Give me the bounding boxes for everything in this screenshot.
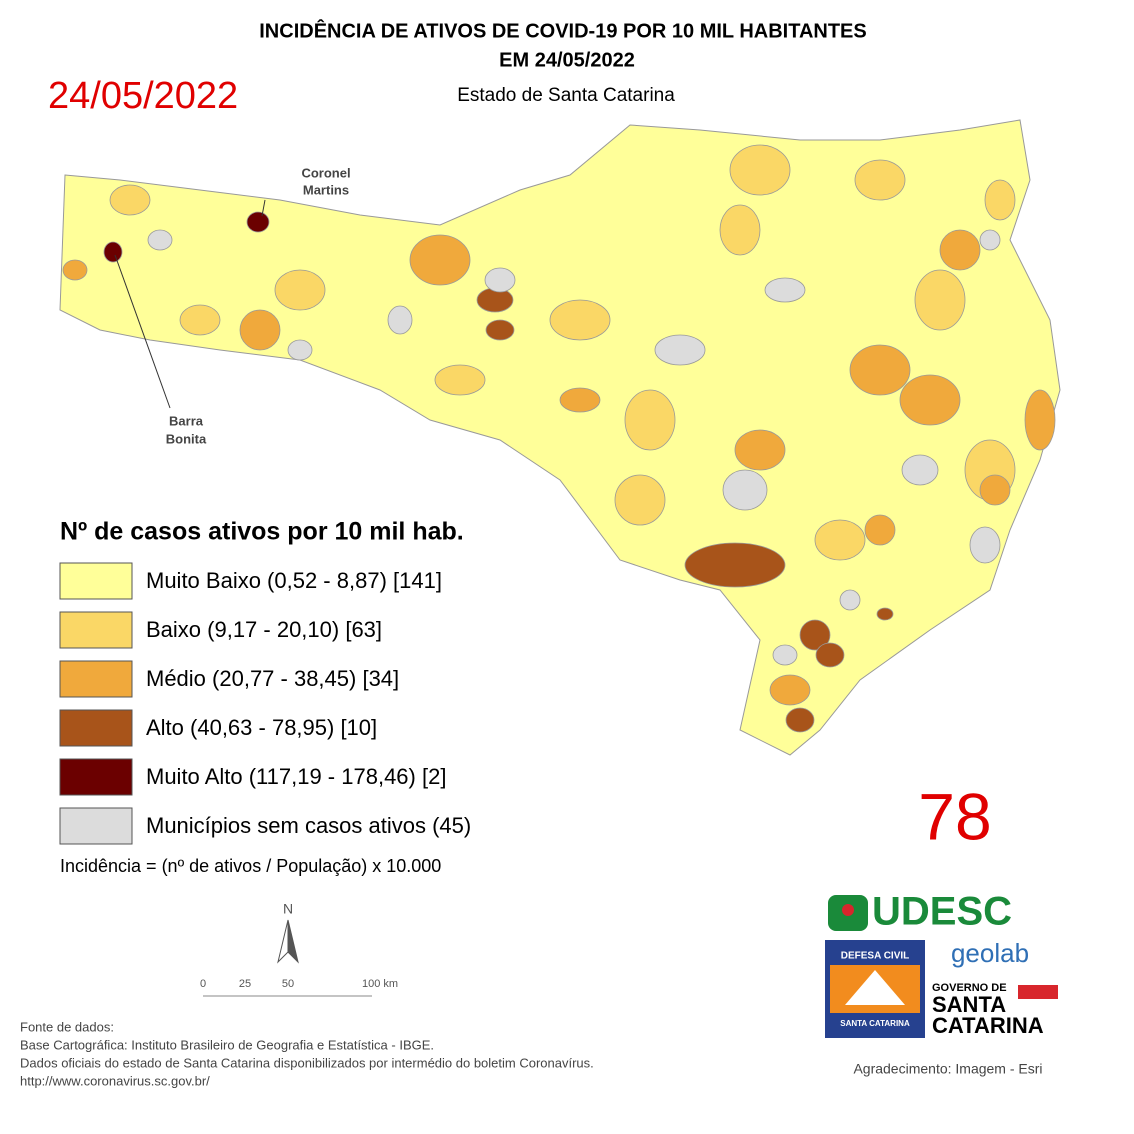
annotation: Coronel [301,165,350,180]
municipality [984,179,1016,221]
legend-title: Nº de casos ativos por 10 mil hab. [60,518,464,546]
legend-swatch [59,709,133,747]
scale-label: 25 [239,978,251,990]
municipality [549,299,611,341]
municipality [901,454,939,486]
municipality [239,309,281,351]
legend-label: Muito Alto (117,19 - 178,46) [2] [146,764,446,789]
legend-label: Muito Baixo (0,52 - 8,87) [141] [146,568,442,593]
municipality [684,542,786,588]
legend-swatch [59,562,133,600]
legend-label: Municípios sem casos ativos (45) [146,813,471,838]
flag-mark [1018,985,1058,999]
municipality [484,267,516,293]
legend-swatch [59,807,133,845]
municipality [815,642,845,668]
municipality [849,344,911,396]
municipality [409,234,471,286]
title-line: INCIDÊNCIA DE ATIVOS DE COVID-19 POR 10 … [259,18,866,42]
municipality [719,204,761,256]
source-line: Dados oficiais do estado de Santa Catari… [20,1055,594,1070]
north-label: N [283,901,293,917]
bulletin-number: 78 [918,779,991,853]
municipality [772,644,798,666]
municipality [899,374,961,426]
municipality [624,389,676,451]
municipality [979,474,1011,506]
scale-label: 100 km [362,978,398,990]
municipality [246,211,270,233]
logo-text: SANTA [932,992,1006,1017]
annotation: Barra [169,413,204,428]
logo-text: DEFESA CIVIL [841,951,910,962]
municipality [179,304,221,336]
defesa-civil-logo [845,970,905,1005]
municipality [485,319,515,341]
logo-text: GOVERNO DE [932,982,1007,994]
legend-label: Alto (40,63 - 78,95) [10] [146,715,377,740]
municipality [614,474,666,526]
annotation: Martins [303,182,349,197]
udesc-logo: UDESC [828,890,1012,934]
state-map [59,119,1061,756]
municipality [876,607,894,621]
subtitle: Estado de Santa Catarina [457,85,675,106]
logo-text: SANTA CATARINA [840,1019,910,1028]
municipality [839,589,861,611]
municipality [764,277,806,303]
municipality [654,334,706,366]
municipality [914,269,966,331]
municipality [434,364,486,396]
municipality [722,469,768,511]
municipality [147,229,173,251]
legend: Muito Baixo (0,52 - 8,87) [141] Baixo (9,… [59,562,471,845]
municipality [274,269,326,311]
municipality [785,707,815,733]
municipality [854,159,906,201]
leader-line [261,199,266,217]
municipality [799,619,831,651]
municipality [729,144,791,196]
logo-text: geolab [951,938,1029,968]
legend-swatch [59,758,133,796]
date-stamp: 24/05/2022 [48,75,238,117]
leader-line [114,254,171,409]
municipality [287,339,313,361]
municipality [734,429,786,471]
municipality [387,305,413,335]
municipality [62,259,88,281]
formula: Incidência = (nº de ativos / População) … [60,856,441,876]
municipality [814,519,866,561]
credit: Agradecimento: Imagem - Esri [853,1061,1042,1077]
logo-mark [842,904,854,916]
scale-label: 0 [200,978,206,990]
logo-text: CATARINA [932,1013,1044,1038]
municipality [1024,389,1056,451]
source-line: Fonte de dados: [20,1019,114,1034]
north-arrow [287,919,299,964]
municipality [769,674,811,706]
title-line: EM 24/05/2022 [499,49,635,71]
legend-swatch [59,611,133,649]
municipality [864,514,896,546]
legend-swatch [59,660,133,698]
scale-label: 50 [282,978,294,990]
legend-label: Médio (20,77 - 38,45) [34] [146,666,399,691]
municipality [103,241,123,263]
north-arrow [277,919,289,964]
municipality [969,526,1001,564]
municipality [979,229,1001,251]
municipality [939,229,981,271]
state-outline [59,119,1061,756]
source-line: Base Cartográfica: Instituto Brasileiro … [20,1037,434,1052]
logo-text: UDESC [872,890,1012,934]
municipality [559,387,601,413]
legend-label: Baixo (9,17 - 20,10) [63] [146,617,382,642]
annotation: Bonita [166,431,207,446]
municipality [109,184,151,216]
source-line: http://www.coronavirus.sc.gov.br/ [20,1073,210,1088]
